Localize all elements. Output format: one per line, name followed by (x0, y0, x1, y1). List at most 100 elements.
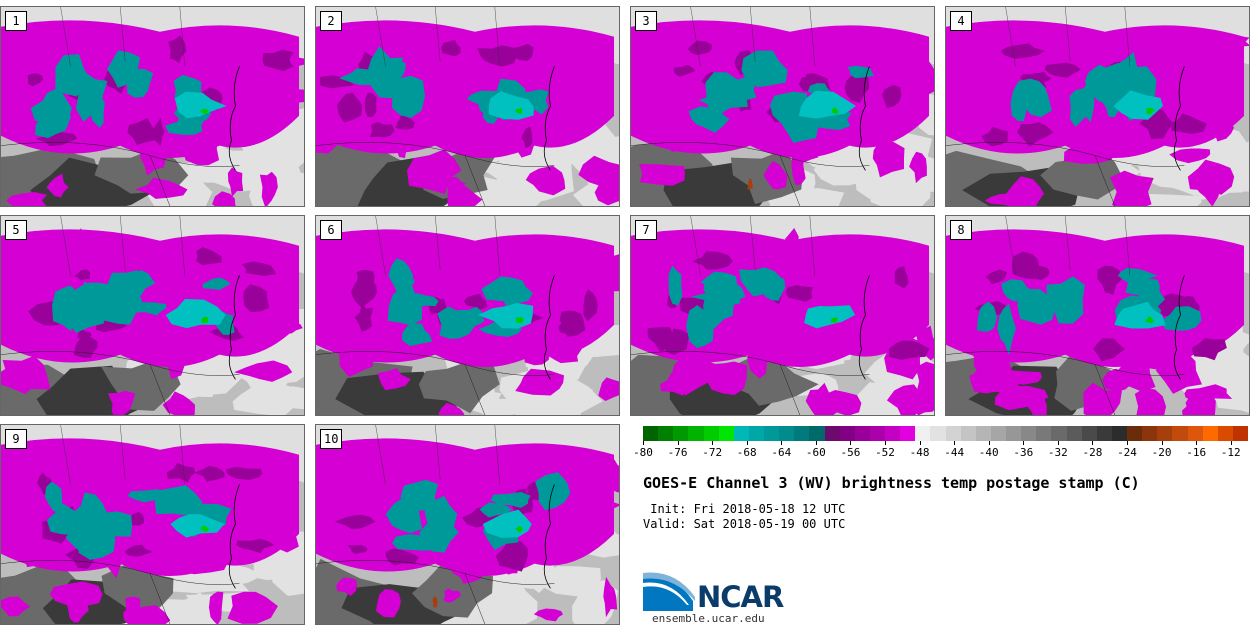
colorbar-tick (885, 441, 886, 445)
colorbar-tick (712, 441, 714, 445)
panel-number-label: 4 (950, 11, 972, 31)
colorbar-segment (1111, 426, 1127, 441)
ensemble-member-panel: 4 (945, 6, 1250, 207)
colorbar-segment (900, 426, 916, 441)
colorbar-segment (1096, 426, 1112, 441)
panel-number-label: 8 (950, 220, 972, 240)
colorbar-segment (1081, 426, 1097, 441)
colorbar-tick-label: -48 (909, 446, 930, 459)
colorbar-segment (703, 426, 719, 441)
colorbar-tick (815, 441, 817, 445)
colorbar-tick-label: -28 (1082, 446, 1103, 459)
colorbar-segment (658, 426, 674, 441)
colorbar-tick-label: -80 (633, 446, 653, 459)
valid-time: Valid: Sat 2018-05-19 00 UTC (643, 517, 846, 531)
ncar-logo-icon (643, 572, 695, 611)
colorbar-tick-label: -16 (1186, 446, 1207, 459)
colorbar-segment (779, 426, 795, 441)
panel-number-label: 3 (635, 11, 657, 31)
panel-number-label: 2 (320, 11, 342, 31)
colorbar-segment (1021, 426, 1037, 441)
colorbar-segment (1187, 426, 1203, 441)
colorbar-segment (794, 426, 810, 441)
colorbar-tick (746, 441, 748, 445)
colorbar-tick-label: -24 (1117, 446, 1137, 459)
colorbar-segment (718, 426, 734, 441)
colorbar-segment (975, 426, 991, 441)
colorbar-segment (839, 426, 855, 441)
ensemble-member-panel: 1 (0, 6, 305, 207)
panel-number-label: 10 (320, 429, 343, 449)
water-vapor-map (1, 216, 304, 415)
colorbar-segment (764, 426, 780, 441)
colorbar-segment (1157, 426, 1173, 441)
water-vapor-map (946, 7, 1249, 206)
panel-number-label: 9 (5, 429, 27, 449)
colorbar-tick (1057, 441, 1059, 445)
ensemble-member-panel: 5 (0, 215, 305, 416)
colorbar-tick (954, 441, 956, 445)
logo-wordmark: NCAR (697, 580, 784, 614)
water-vapor-map (1, 7, 304, 206)
water-vapor-map (316, 216, 619, 415)
ensemble-member-panel: 10 (315, 424, 620, 625)
colorbar-segment (945, 426, 961, 441)
colorbar-segment (643, 426, 659, 441)
colorbar-tick-label: -36 (1013, 446, 1034, 459)
figure-title: GOES-E Channel 3 (WV) brightness temp po… (643, 474, 1140, 492)
colorbar-ticks: -80 -76 -72 -68 -64 -60 -56 -52 -48 -44 -40 -36 -32 -… (633, 441, 1248, 461)
colorbar-segment (748, 426, 764, 441)
colorbar-tick-label: -20 (1151, 446, 1172, 459)
water-vapor-map (946, 216, 1249, 415)
colorbar-segment (673, 426, 689, 441)
water-vapor-map (631, 216, 934, 415)
colorbar-segment (1051, 426, 1067, 441)
colorbar-tick (919, 441, 921, 445)
colorbar-segment (1202, 426, 1218, 441)
colorbar-tick (781, 441, 783, 445)
colorbar-segment (809, 426, 825, 441)
colorbar-tick-label: -44 (944, 446, 965, 459)
colorbar-segment (960, 426, 976, 441)
colorbar-segment (869, 426, 885, 441)
water-vapor-map (631, 7, 934, 206)
colorbar-tick (1196, 441, 1198, 445)
colorbar-tick (1127, 441, 1128, 445)
colorbar-tick (1230, 441, 1232, 445)
colorbar-tick (1161, 441, 1163, 445)
colorbar-tick-label: -68 (736, 446, 757, 459)
colorbar-tick (643, 441, 644, 445)
colorbar-segment (1036, 426, 1052, 441)
colorbar-segment (688, 426, 704, 441)
colorbar (643, 426, 1248, 441)
ensemble-member-panel: 3 (630, 6, 935, 207)
ensemble-member-panel: 8 (945, 215, 1250, 416)
colorbar-segment (915, 426, 931, 441)
colorbar-tick-label: -12 (1220, 446, 1241, 459)
panel-number-label: 6 (320, 220, 342, 240)
panel-number-label: 1 (5, 11, 27, 31)
colorbar-tick-label: -72 (702, 446, 723, 459)
colorbar-tick-label: -64 (771, 446, 792, 459)
colorbar-tick-label: -56 (840, 446, 861, 459)
colorbar-segment (854, 426, 870, 441)
colorbar-segment (1127, 426, 1143, 441)
ensemble-member-panel: 6 (315, 215, 620, 416)
colorbar-segment (1066, 426, 1082, 441)
ensemble-member-panel: 9 (0, 424, 305, 625)
colorbar-segment (1232, 426, 1248, 441)
colorbar-tick-label: -60 (805, 446, 826, 459)
colorbar-segment (733, 426, 749, 441)
ensemble-member-panel: 7 (630, 215, 935, 416)
colorbar-tick (677, 441, 679, 445)
colorbar-segment (885, 426, 901, 441)
colorbar-tick (1092, 441, 1094, 445)
colorbar-segment (990, 426, 1006, 441)
colorbar-tick-label: -32 (1047, 446, 1068, 459)
colorbar-tick-label: -52 (875, 446, 895, 459)
panel-number-label: 5 (5, 220, 27, 240)
site-url: ensemble.ucar.edu (652, 612, 765, 625)
colorbar-tick-label: -40 (978, 446, 999, 459)
water-vapor-map (316, 7, 619, 206)
colorbar-segment (930, 426, 946, 441)
